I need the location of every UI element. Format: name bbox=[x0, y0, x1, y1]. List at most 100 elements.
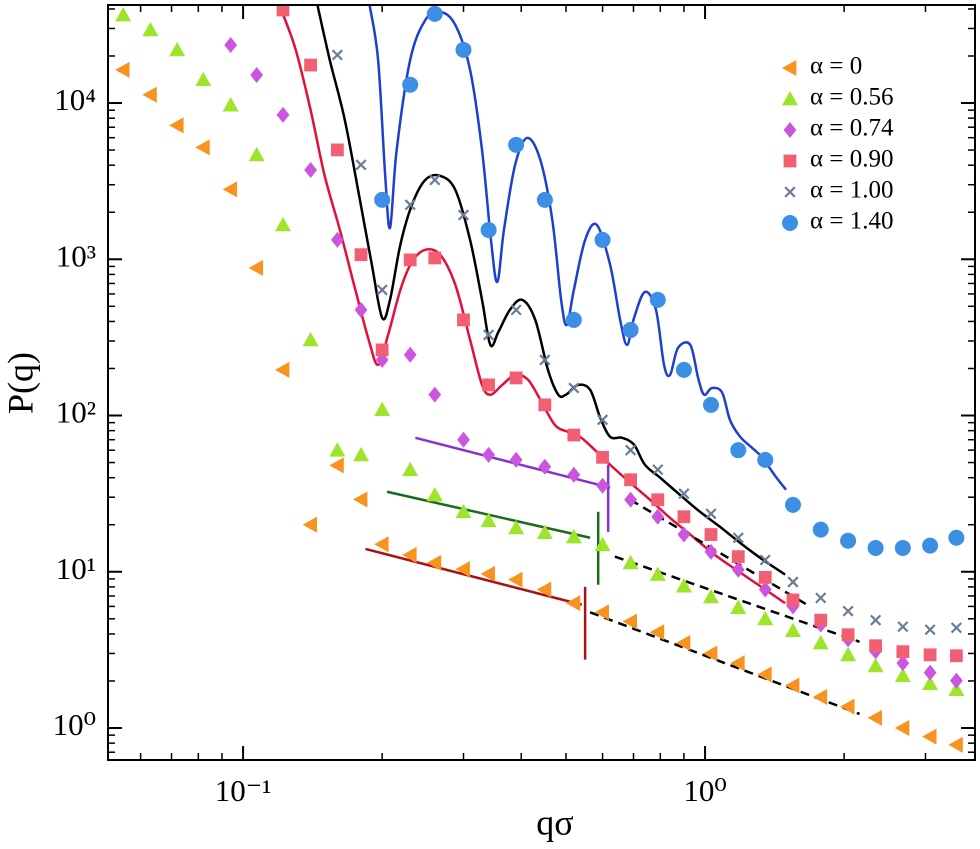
marker bbox=[812, 521, 829, 538]
marker bbox=[896, 645, 910, 659]
marker bbox=[353, 491, 368, 508]
marker bbox=[757, 610, 774, 626]
axes: 10⁻¹ 10⁰ 10⁰ 10¹ 10² 10³ 10⁴ bbox=[53, 4, 976, 808]
marker bbox=[510, 304, 522, 316]
marker bbox=[169, 41, 186, 57]
marker bbox=[625, 444, 637, 456]
marker bbox=[565, 528, 582, 544]
marker bbox=[402, 547, 417, 564]
marker bbox=[142, 21, 159, 37]
marker bbox=[594, 604, 609, 621]
marker bbox=[538, 458, 552, 475]
legend-label: α = 0 bbox=[810, 53, 862, 80]
marker bbox=[224, 37, 238, 54]
marker bbox=[428, 251, 442, 265]
marker bbox=[402, 76, 419, 93]
marker bbox=[622, 321, 639, 338]
marker bbox=[195, 71, 212, 87]
marker bbox=[869, 639, 883, 653]
marker bbox=[508, 571, 523, 588]
marker bbox=[426, 554, 442, 571]
marker bbox=[814, 613, 828, 627]
marker bbox=[195, 139, 210, 156]
marker bbox=[457, 313, 470, 327]
marker bbox=[304, 161, 317, 178]
marker bbox=[455, 561, 470, 578]
fit-line bbox=[365, 547, 583, 606]
marker bbox=[376, 284, 388, 296]
marker bbox=[536, 524, 553, 540]
marker bbox=[702, 396, 719, 413]
y-tick-label: 10³ bbox=[56, 238, 96, 273]
marker bbox=[302, 331, 319, 347]
marker bbox=[649, 291, 666, 308]
legend-label: α = 0.90 bbox=[810, 146, 893, 173]
marker bbox=[651, 508, 665, 525]
marker bbox=[274, 361, 290, 378]
marker bbox=[375, 343, 389, 357]
legend-label: α = 0.74 bbox=[810, 115, 894, 142]
marker bbox=[922, 537, 939, 554]
marker bbox=[250, 67, 264, 84]
marker bbox=[732, 532, 744, 544]
marker bbox=[302, 516, 317, 533]
marker bbox=[786, 593, 800, 607]
marker bbox=[596, 450, 609, 464]
marker bbox=[248, 146, 265, 162]
marker bbox=[896, 655, 910, 672]
y-tick-label: 10⁰ bbox=[53, 707, 96, 742]
marker bbox=[374, 536, 389, 553]
marker bbox=[812, 634, 829, 650]
marker bbox=[678, 488, 690, 500]
marker bbox=[404, 199, 416, 211]
marker bbox=[758, 571, 772, 584]
marker bbox=[677, 510, 691, 524]
marker bbox=[455, 503, 472, 519]
marker bbox=[508, 136, 525, 153]
legend-label: α = 1.40 bbox=[810, 208, 893, 235]
fit-line bbox=[368, 5, 787, 491]
marker bbox=[649, 566, 666, 581]
marker bbox=[675, 634, 691, 651]
marker bbox=[731, 561, 745, 578]
marker bbox=[783, 154, 797, 168]
marker bbox=[276, 5, 290, 17]
marker bbox=[949, 649, 963, 663]
marker bbox=[222, 97, 239, 112]
marker bbox=[355, 159, 367, 171]
marker bbox=[894, 539, 911, 556]
marker bbox=[782, 91, 798, 106]
marker bbox=[374, 191, 391, 208]
marker bbox=[949, 672, 963, 689]
marker bbox=[480, 221, 497, 238]
marker bbox=[403, 346, 417, 363]
marker bbox=[509, 371, 523, 385]
marker bbox=[331, 49, 343, 61]
marker bbox=[222, 181, 238, 198]
marker bbox=[374, 401, 391, 417]
marker bbox=[812, 688, 828, 705]
marker bbox=[426, 486, 443, 502]
marker bbox=[757, 666, 772, 683]
marker bbox=[948, 529, 965, 546]
marker bbox=[948, 736, 963, 753]
marker bbox=[652, 464, 664, 476]
marker bbox=[922, 675, 939, 691]
marker bbox=[948, 681, 965, 697]
marker bbox=[705, 508, 717, 520]
marker bbox=[330, 143, 344, 157]
marker bbox=[375, 351, 389, 368]
marker bbox=[142, 86, 157, 103]
marker bbox=[651, 493, 665, 507]
marker bbox=[565, 595, 581, 612]
marker bbox=[594, 536, 611, 552]
fit-line bbox=[316, 5, 786, 576]
marker bbox=[730, 442, 747, 459]
marker bbox=[924, 624, 936, 636]
marker bbox=[536, 581, 552, 598]
marker bbox=[565, 311, 582, 328]
y-tick-label: 10⁴ bbox=[54, 82, 96, 117]
marker bbox=[730, 655, 745, 672]
marker bbox=[950, 622, 962, 634]
